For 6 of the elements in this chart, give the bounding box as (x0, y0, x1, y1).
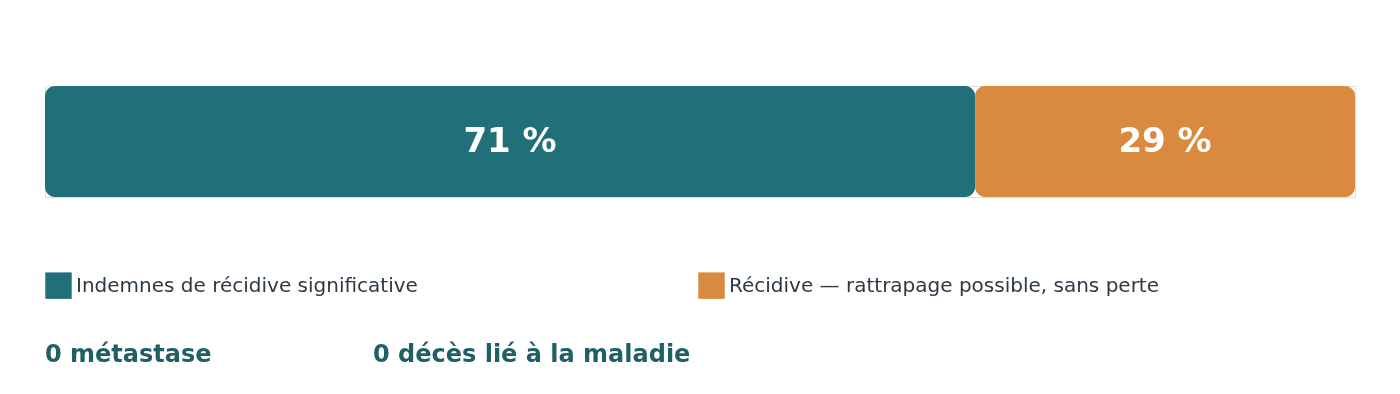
text: 0 métastase (45, 340, 212, 368)
data-label: 29 % (1118, 119, 1212, 160)
text: 0 décès lié à la maladie (373, 340, 691, 368)
legend-label: Récidive — rattrapage possible, sans perte (729, 272, 1160, 297)
legend-label: Indemnes de récidive significative (76, 272, 418, 297)
data-label: 71 % (463, 119, 557, 160)
